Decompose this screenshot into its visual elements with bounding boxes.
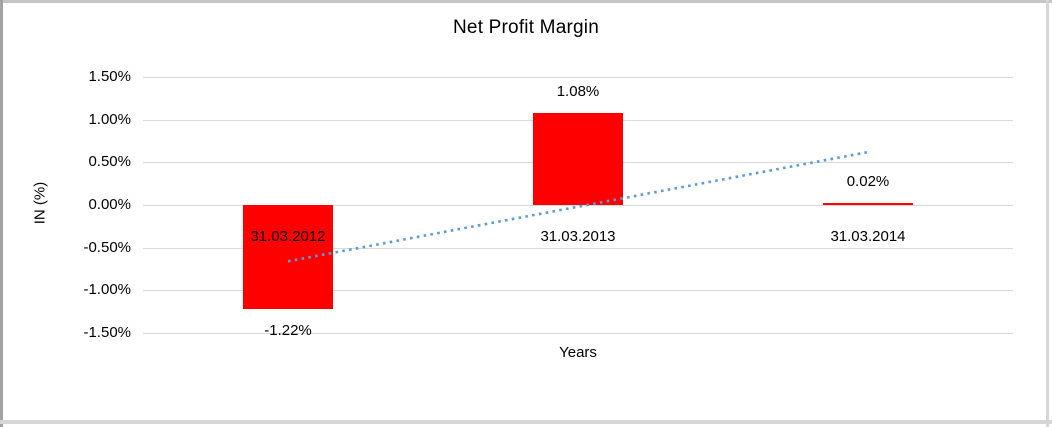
x-axis-title: Years [559, 344, 597, 361]
bar [243, 205, 333, 310]
y-tick-label: -1.50% [83, 324, 131, 341]
gridline [143, 247, 1013, 249]
frame-border-right [1046, 0, 1049, 427]
category-label: 31.03.2014 [830, 228, 906, 245]
trendline [287, 150, 869, 263]
y-tick-label: 0.00% [88, 196, 131, 213]
y-tick-label: -1.00% [83, 281, 131, 299]
category-label: 31.03.2013 [540, 228, 616, 245]
chart-title: Net Profit Margin [453, 17, 599, 38]
y-tick-label: 1.50% [88, 68, 131, 85]
gridline [143, 205, 1013, 206]
frame-border-top [0, 0, 1052, 3]
plot-area: -1.22% 31.03.2012 1.08% 31.03.2013 0.02% 31.0… [143, 77, 1013, 339]
gridline [143, 333, 1013, 334]
bar [823, 203, 913, 205]
bar-data-label: 0.02% [846, 173, 890, 190]
y-tick-label: 0.50% [88, 153, 131, 171]
bar [533, 112, 623, 205]
trendline-segment [287, 150, 869, 263]
y-tick-label: -0.50% [83, 238, 131, 256]
y-axis-tick-labels: 1.50% 1.00% 0.50% 0.00% -0.50% -1.00% -1.50% [0, 0, 131, 427]
gridline [143, 77, 1013, 78]
frame-border-left [0, 0, 3, 427]
frame-border-bottom [0, 420, 1052, 424]
y-tick-label: 1.00% [88, 110, 131, 128]
gridline [143, 290, 1013, 292]
category-label: 31.03.2012 [250, 228, 326, 245]
bar-data-label: 1.08% [556, 82, 600, 100]
bar-data-label: -1.22% [264, 322, 312, 340]
